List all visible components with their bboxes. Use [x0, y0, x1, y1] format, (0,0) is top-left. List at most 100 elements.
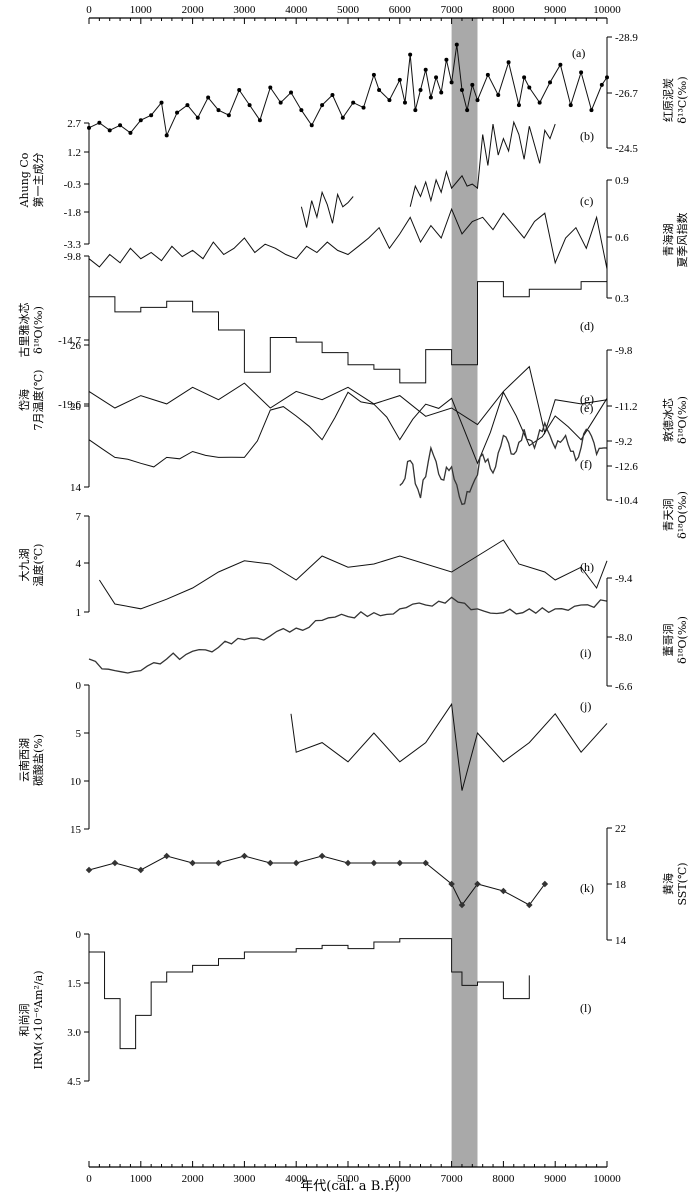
panel-letter-i: (i)	[580, 646, 591, 660]
y-tick-label-f: 26	[70, 340, 82, 352]
x-tick-label-bottom: 1000	[130, 1173, 153, 1185]
data-point-a	[423, 67, 428, 72]
y-axis-title-line-a: 红原泥炭	[662, 78, 675, 122]
y-tick-label-i: -9.4	[615, 573, 633, 585]
data-point-a	[320, 103, 325, 108]
y-tick-label-h: 1	[76, 607, 82, 619]
data-point-k	[137, 866, 145, 874]
data-point-a	[589, 108, 594, 113]
data-point-a	[247, 103, 252, 108]
data-point-a	[268, 85, 273, 90]
y-tick-label-k: 14	[615, 935, 627, 947]
y-tick-label-j: 15	[70, 824, 82, 836]
y-tick-label-i: -6.6	[615, 681, 633, 693]
y-axis-title-g: 青天洞δ¹⁸O(‰)	[662, 491, 689, 539]
y-axis-title-line-d: δ¹⁸O(‰)	[32, 306, 45, 354]
data-point-k	[500, 887, 507, 895]
y-axis-title-line-d: 古里雅冰芯	[17, 303, 31, 358]
panel-letter-d: (d)	[580, 319, 594, 333]
y-axis-title-line-f: 7月温度(℃)	[31, 370, 45, 431]
data-point-k	[458, 901, 466, 909]
series-line-d-0	[89, 274, 608, 384]
panel-letter-g: (g)	[580, 392, 594, 406]
data-point-k	[448, 880, 455, 888]
data-point-k	[85, 866, 93, 874]
x-tick-label-top: 5000	[337, 4, 360, 16]
data-point-a	[496, 93, 501, 98]
data-point-a	[527, 85, 532, 90]
x-tick-label-bottom: 3000	[233, 1173, 256, 1185]
y-tick-label-e: -12.6	[615, 461, 638, 473]
y-axis-title-line-f: 岱海	[17, 389, 31, 411]
y-tick-label-h: 4	[76, 558, 82, 570]
series-line-e-0	[88, 365, 608, 435]
y-tick-label-l: 1.5	[67, 978, 81, 990]
y-axis-title-line-l: IRM(×10⁻⁶Am²/a)	[32, 971, 45, 1070]
panel-letter-l: (l)	[580, 1001, 591, 1015]
x-tick-label-top: 4000	[285, 4, 308, 16]
y-tick-label-l: 4.5	[67, 1076, 81, 1088]
x-tick-label-top: 10000	[593, 4, 621, 16]
panel-letter-b: (b)	[580, 129, 594, 143]
data-point-a	[340, 115, 345, 120]
y-axis-title-line-a: δ¹³C(‰)	[676, 76, 689, 123]
data-point-k	[474, 880, 481, 888]
y-tick-label-l: 0	[76, 929, 82, 941]
x-tick-label-top: 9000	[544, 4, 567, 16]
y-tick-label-a: -26.7	[615, 88, 638, 100]
series-line-f-0	[88, 391, 608, 468]
data-point-a	[289, 90, 294, 95]
series-line-j-0	[290, 702, 608, 791]
data-point-a	[206, 95, 211, 100]
panel-letter-h: (h)	[580, 560, 594, 574]
data-point-a	[138, 118, 143, 123]
data-point-a	[599, 82, 604, 87]
y-axis-title-e: 敦德冰芯δ¹⁸O(‰)	[661, 396, 689, 444]
data-point-k	[370, 859, 378, 867]
data-point-a	[439, 90, 444, 95]
data-point-a	[444, 57, 449, 62]
series-line-a-0	[88, 44, 608, 138]
y-tick-label-d: -19.6	[58, 399, 81, 411]
panel-letter-k: (k)	[580, 881, 594, 895]
x-tick-label-top: 7000	[441, 4, 464, 16]
data-point-k	[396, 859, 404, 867]
data-point-k	[111, 859, 119, 867]
data-point-k	[526, 901, 533, 909]
y-axis-title-line-l: 和尚洞	[17, 1004, 31, 1037]
y-tick-label-d: -9.8	[64, 251, 82, 263]
x-tick-label-bottom: 9000	[544, 1173, 567, 1185]
data-point-k	[318, 852, 326, 860]
x-tick-label-bottom: 10000	[593, 1173, 621, 1185]
y-tick-label-d: -14.7	[58, 335, 81, 347]
y-tick-label-c: 0.9	[615, 175, 629, 187]
y-tick-label-k: 18	[615, 879, 627, 891]
data-point-a	[371, 72, 376, 77]
data-point-a	[408, 52, 413, 57]
y-tick-label-j: 5	[76, 728, 82, 740]
data-point-a	[568, 103, 573, 108]
data-point-a	[128, 130, 133, 135]
y-tick-label-b: 1.2	[67, 147, 81, 159]
data-point-a	[402, 100, 407, 105]
data-point-a	[459, 87, 464, 92]
data-point-k	[163, 852, 170, 860]
x-tick-label-top: 3000	[233, 4, 256, 16]
data-point-a	[164, 133, 169, 138]
series-line-l-0	[89, 938, 530, 1050]
x-tick-label-bottom: 5000	[337, 1173, 360, 1185]
y-axis-title-f: 岱海7月温度(℃)	[17, 370, 45, 431]
series-line-g-0	[399, 420, 608, 506]
x-tick-label-bottom: 6000	[389, 1173, 412, 1185]
y-tick-label-f: 20	[70, 401, 82, 413]
series-line-h-0	[98, 539, 608, 610]
y-tick-label-a: -28.9	[615, 32, 638, 44]
y-axis-title-line-b: 第一主成分	[31, 153, 45, 208]
data-point-a	[195, 115, 200, 120]
y-axis-title-c: 青海湖夏季风指数	[661, 213, 689, 268]
y-axis-title-line-e: δ¹⁸O(‰)	[676, 396, 689, 444]
data-point-k	[344, 859, 352, 867]
data-point-a	[237, 87, 242, 92]
y-tick-label-e: -9.8	[615, 345, 633, 357]
x-tick-label-top: 1000	[130, 4, 153, 16]
